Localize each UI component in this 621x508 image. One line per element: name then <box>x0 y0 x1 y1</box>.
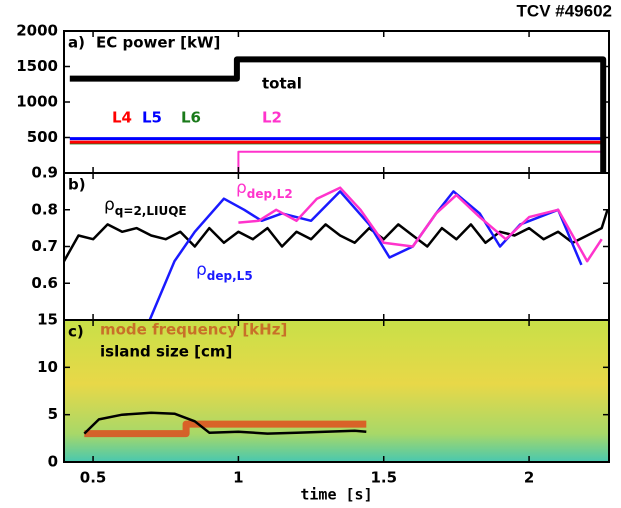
series-line <box>237 150 605 173</box>
y-tick-label: 0.9 <box>31 164 58 182</box>
x-tick-label: 1.5 <box>370 469 397 487</box>
y-tick-label: 0.6 <box>31 274 58 292</box>
y-tick-label: 1000 <box>16 93 58 111</box>
series-label: ρdep,L2 <box>236 178 293 201</box>
series-label-symbol: ρ <box>104 195 115 215</box>
series-label: mode frequency [kHz] <box>100 321 287 339</box>
y-tick-label: 10 <box>37 358 58 376</box>
series-label: L5 <box>142 109 162 127</box>
series-line <box>62 209 609 262</box>
series-line <box>238 186 603 263</box>
series-label-symbol: ρ <box>236 178 247 198</box>
series-label: ρq=2,LIUQE <box>104 195 187 218</box>
series-line <box>84 420 367 438</box>
series-label: L4 <box>112 109 132 127</box>
annotation: EC power [kW] <box>96 34 220 52</box>
y-tick-label: 0.8 <box>31 200 58 218</box>
panel-label: c) <box>68 323 84 341</box>
panel-label: a) <box>68 34 85 52</box>
x-axis-label: time [s] <box>300 486 372 504</box>
series-label: total <box>262 75 302 93</box>
series-label: L6 <box>181 109 201 127</box>
series-line <box>69 143 604 173</box>
chart-title: TCV #49602 <box>517 1 612 20</box>
y-tick-label: 5 <box>48 405 58 423</box>
panel-frame <box>63 319 610 463</box>
series-line <box>69 56 607 173</box>
series-line <box>148 190 583 321</box>
series-line <box>83 411 367 435</box>
series-label: ρdep,L5 <box>196 260 253 283</box>
spectrogram <box>64 320 609 462</box>
series-label-subscript: q=2,LIUQE <box>115 204 187 218</box>
x-tick-label: 1 <box>233 469 243 487</box>
x-tick-label: 0.5 <box>80 469 107 487</box>
series-label-symbol: ρ <box>196 260 207 280</box>
series-line <box>69 140 605 173</box>
series-label-subscript: dep,L5 <box>207 269 253 283</box>
y-tick-label: 500 <box>27 128 58 146</box>
y-tick-label: 1500 <box>16 57 58 75</box>
y-tick-label: 15 <box>37 311 58 329</box>
x-tick-label: 2 <box>524 469 534 487</box>
y-tick-label: 0.7 <box>31 237 58 255</box>
series-label: island size [cm] <box>100 343 232 361</box>
y-tick-label: 2000 <box>16 22 58 40</box>
series-label: L2 <box>262 109 282 127</box>
y-tick-label: 0 <box>48 453 58 471</box>
panel-label: b) <box>68 176 86 194</box>
series-label-subscript: dep,L2 <box>247 187 293 201</box>
